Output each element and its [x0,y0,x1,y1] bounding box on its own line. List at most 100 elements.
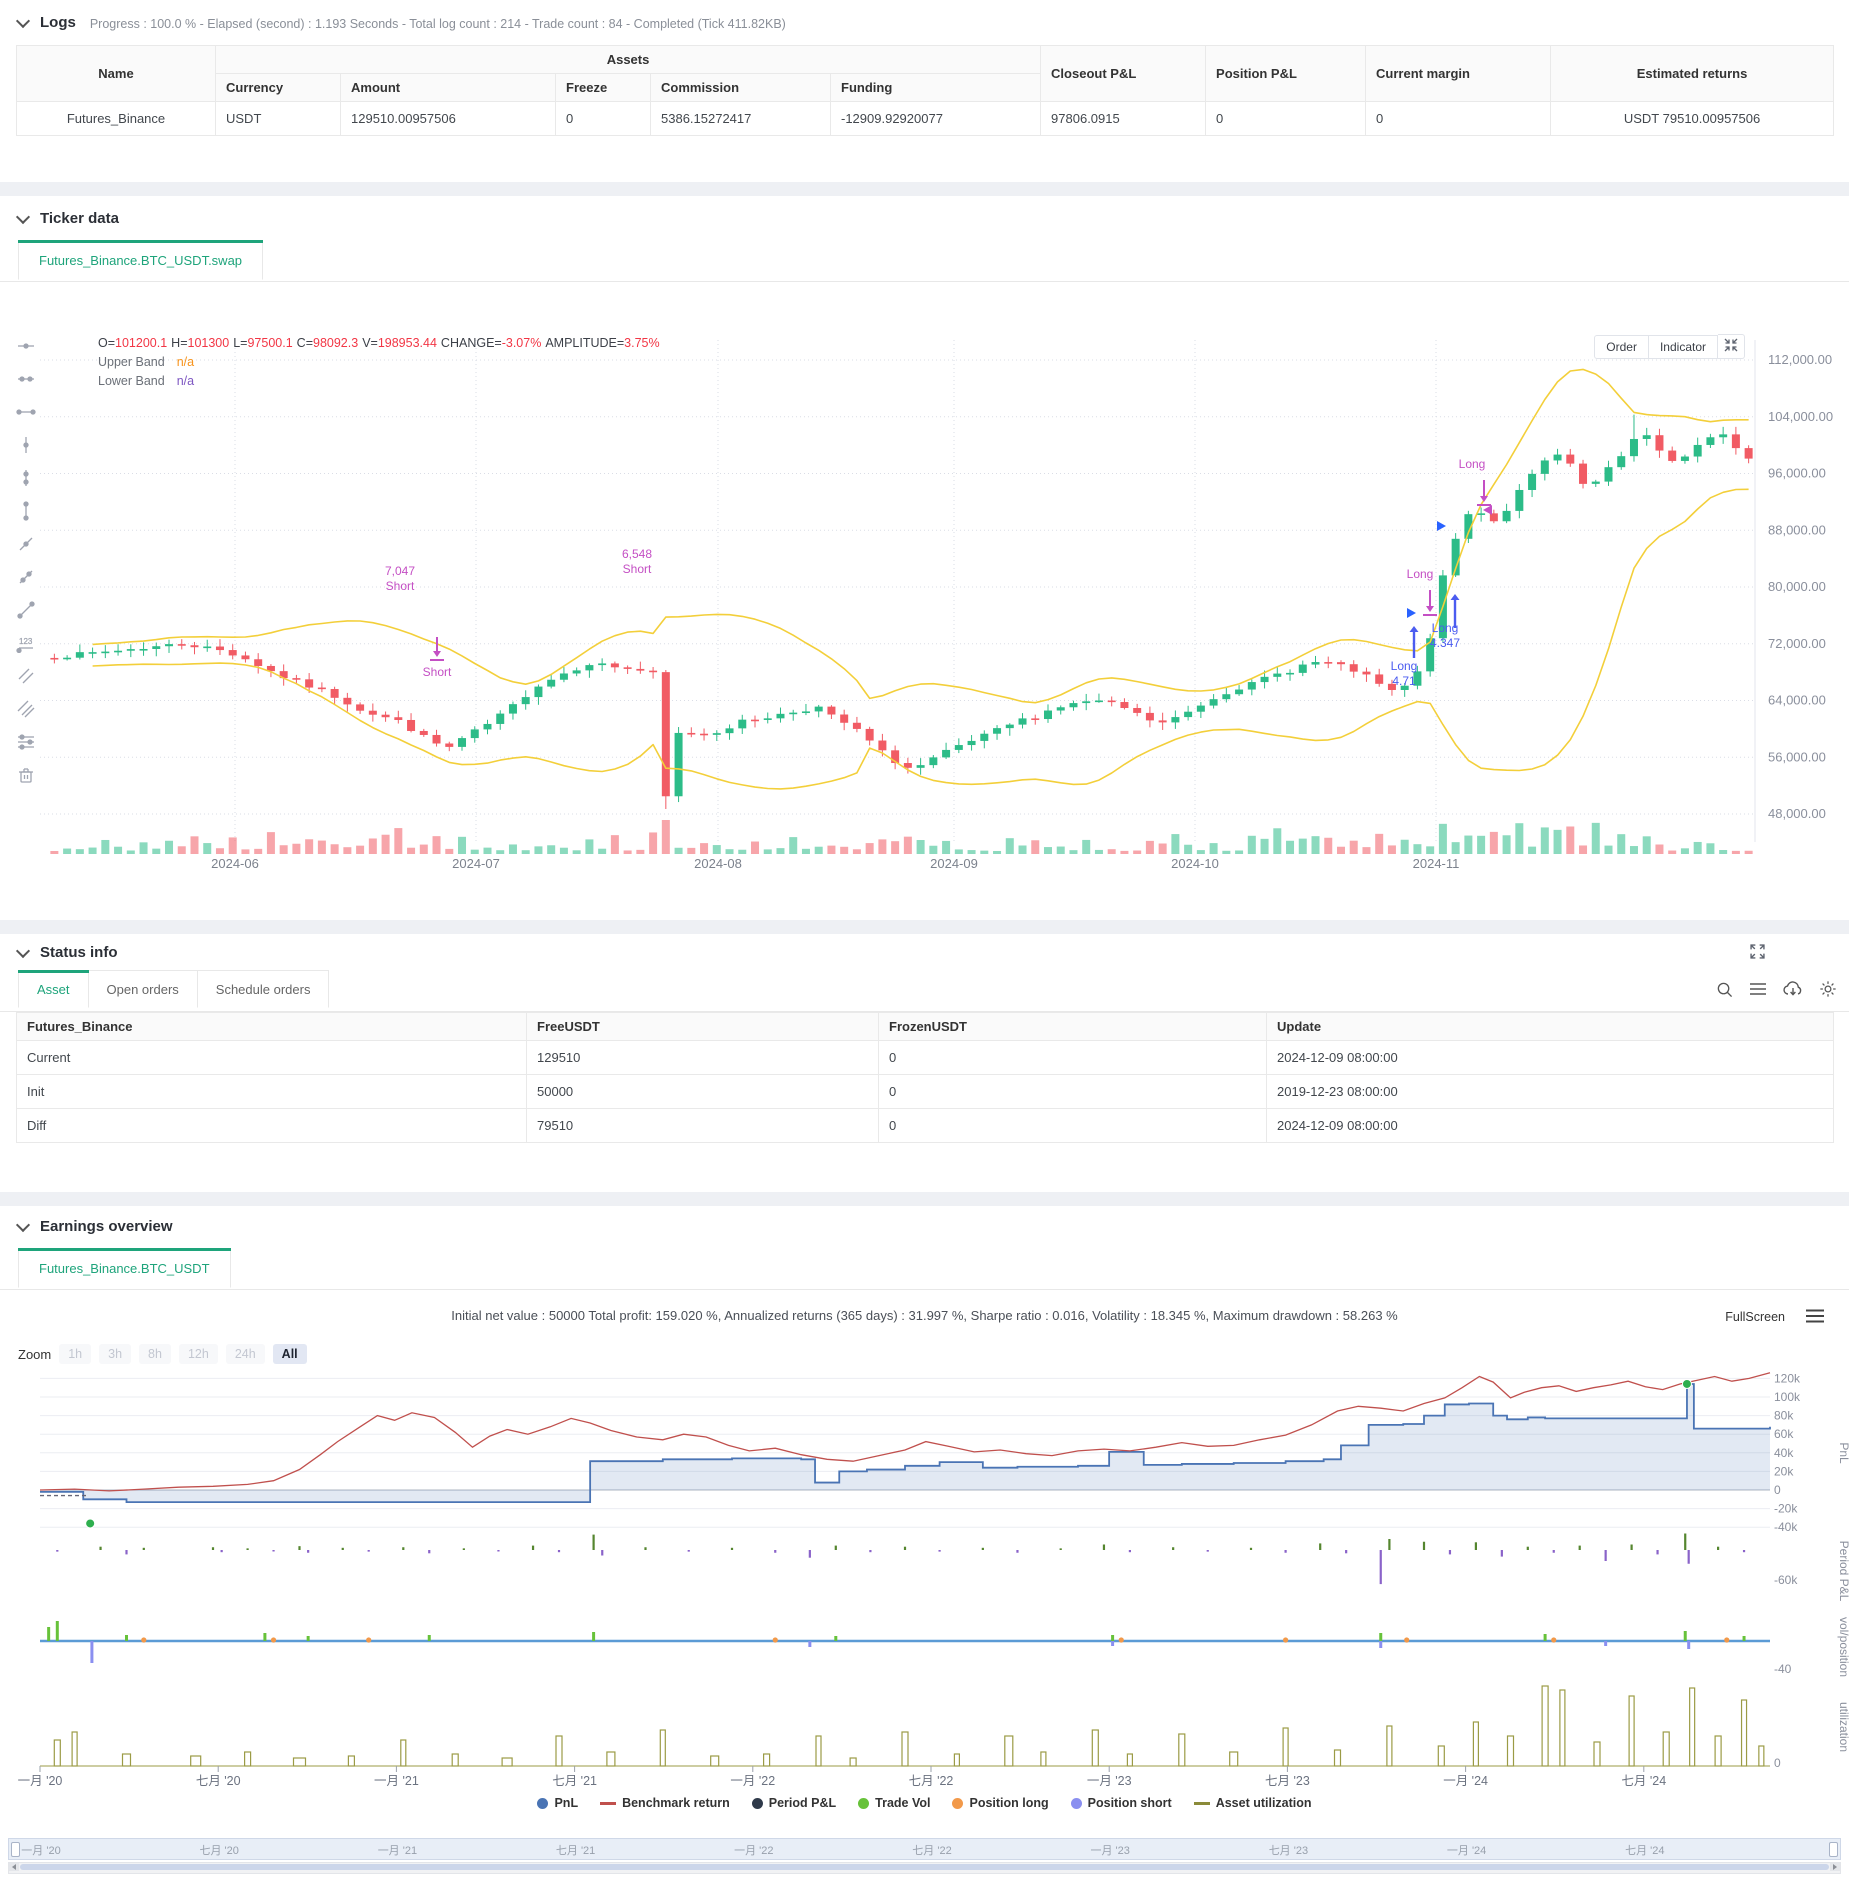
svg-text:2024-06: 2024-06 [211,856,259,871]
col-freeze: Freeze [555,73,651,102]
fullscreen-button[interactable]: FullScreen [1725,1310,1785,1324]
vertical-line-tool-icon[interactable] [16,435,36,455]
scrollbar-thumb[interactable] [20,1864,1829,1870]
legend-item-period-p-l[interactable]: Period P&L [751,1796,836,1810]
cell-name: Futures_Binance [16,101,216,136]
earnings-chart[interactable]: 120k 100k 80k 60k 40k 20k 0 -20k -40k -60k -40 0 一月 … [0,1368,1849,1792]
upper-band-label: Upper Band [98,355,165,369]
entry-marker [1437,521,1446,531]
svg-text:七月 '23: 七月 '23 [1265,1774,1310,1788]
parallel-lines-tool-icon[interactable] [16,666,36,686]
ohlc-item: C=98092.3 [296,336,359,350]
svg-text:64,000.00: 64,000.00 [1768,693,1826,708]
ray-tool-icon[interactable] [16,369,36,389]
legend-item-position-long[interactable]: Position long [952,1796,1049,1810]
legend-item-asset-utilization[interactable]: Asset utilization [1193,1796,1312,1810]
tab-open-orders[interactable]: Open orders [88,970,198,1008]
svg-text:一月 '22: 一月 '22 [730,1774,775,1788]
earnings-stats: Initial net value : 50000 Total profit: … [451,1308,1398,1323]
scroll-right-arrow[interactable] [1830,1863,1840,1871]
status-title: Status info [40,944,118,961]
svg-text:-60k: -60k [1774,1573,1798,1587]
trade-marker-label: Long [1391,659,1418,673]
ticker-title: Ticker data [40,210,119,227]
expand-icon[interactable] [1750,944,1765,964]
pitchfork-tool-icon[interactable] [16,732,36,752]
tab-schedule-orders[interactable]: Schedule orders [197,970,330,1008]
order-button[interactable]: Order [1594,334,1649,359]
zoom-option-all[interactable]: All [272,1344,307,1364]
svg-text:0: 0 [1774,1483,1781,1497]
tab-ticker-symbol[interactable]: Futures_Binance.BTC_USDT.swap [18,240,264,280]
measure-123-tool-icon[interactable]: 123 [16,633,36,654]
svg-text:utilization: utilization [1837,1702,1849,1752]
horizontal-line-tool-icon[interactable] [16,336,36,356]
trade-marker-label: 7,047 [385,564,415,578]
chevron-down-icon[interactable] [15,13,31,28]
cell-funding: -12909.92920077 [829,101,1042,136]
vertical-segment-tool-icon[interactable] [16,501,36,521]
svg-text:一月 '23: 一月 '23 [1087,1774,1132,1788]
indicator-button[interactable]: Indicator [1648,334,1718,359]
cell-estimated-returns: USDT 79510.00957506 [1550,101,1835,136]
chart-menu-icon[interactable] [1805,1308,1825,1329]
parallel-channel-tool-icon[interactable] [16,699,36,719]
chevron-down-icon[interactable] [15,943,31,958]
navigator-left-handle[interactable] [11,1842,20,1857]
zoom-option-8h[interactable]: 8h [139,1344,171,1364]
navigator-label: 七月 '21 [555,1845,596,1857]
navigator-right-handle[interactable] [1829,1842,1838,1857]
cloud-download-icon[interactable] [1783,980,1803,998]
tab-asset[interactable]: Asset [18,970,89,1008]
zoom-option-1h[interactable]: 1h [59,1344,92,1364]
vertical-ray-tool-icon[interactable] [16,468,36,488]
svg-text:40k: 40k [1774,1446,1794,1460]
chevron-down-icon[interactable] [15,209,31,224]
zoom-option-24h[interactable]: 24h [225,1344,265,1364]
list-icon[interactable] [1749,981,1767,997]
scroll-left-arrow[interactable] [9,1863,19,1871]
gear-icon[interactable] [1819,980,1837,998]
earnings-stats-row: Initial net value : 50000 Total profit: … [0,1308,1849,1334]
legend-item-benchmark-return[interactable]: Benchmark return [600,1796,730,1810]
segment-tool-icon[interactable] [16,402,36,422]
legend-item-position-short[interactable]: Position short [1070,1796,1172,1810]
chevron-down-icon[interactable] [15,1217,31,1232]
svg-text:一月 '20: 一月 '20 [18,1774,63,1788]
status-col-frozen: FrozenUSDT [878,1012,1267,1041]
ohlc-item: AMPLITUDE=3.75% [545,336,660,350]
zoom-option-12h[interactable]: 12h [178,1344,218,1364]
tab-earnings-symbol[interactable]: Futures_Binance.BTC_USDT [18,1248,231,1288]
svg-text:七月 '24: 七月 '24 [1621,1774,1666,1788]
col-current-margin: Current margin [1365,45,1552,102]
legend-item-trade-vol[interactable]: Trade Vol [858,1796,930,1810]
trend-ray-tool-icon[interactable] [16,567,36,587]
drawing-toolbar: 123 [16,336,36,785]
navigator-label: 一月 '23 [1090,1845,1130,1857]
cell-current-margin: 0 [1365,101,1552,136]
horizontal-scrollbar[interactable] [8,1862,1841,1874]
cell-closeout-pnl: 97806.0915 [1040,101,1207,136]
zoom-option-3h[interactable]: 3h [99,1344,132,1364]
candlestick-chart[interactable]: 112,000.00 104,000.00 96,000.00 88,000.00 80… [0,282,1849,918]
svg-text:56,000.00: 56,000.00 [1768,749,1826,764]
status-col-account: Futures_Binance [16,1012,527,1041]
col-estimated-returns: Estimated returns [1550,45,1835,102]
collapse-chart-button[interactable] [1718,334,1745,359]
ticker-tabs: Futures_Binance.BTC_USDT.swap [0,239,1849,282]
range-navigator[interactable]: 一月 '20 七月 '20 一月 '21 七月 '21 一月 '22 七月 '22 一月 '… [8,1838,1841,1860]
navigator-label: 一月 '22 [734,1845,774,1857]
delete-drawings-tool-icon[interactable] [16,765,36,785]
trend-segment-tool-icon[interactable] [16,600,36,620]
legend-dot-icon [751,1797,763,1809]
trade-marker-label: Short [386,579,415,593]
legend-line-icon [600,1801,617,1805]
trend-line-tool-icon[interactable] [16,534,36,554]
legend-item-pnl[interactable]: PnL [537,1796,578,1810]
row-label-current[interactable]: Current [16,1040,527,1075]
assets-row: Futures_Binance USDT 129510.00957506 0 5… [16,101,1835,136]
search-icon[interactable] [1716,981,1733,998]
diff-free: 79510 [526,1108,879,1143]
legend-label: Asset utilization [1215,1796,1312,1810]
navigator-label: 七月 '22 [912,1845,952,1857]
